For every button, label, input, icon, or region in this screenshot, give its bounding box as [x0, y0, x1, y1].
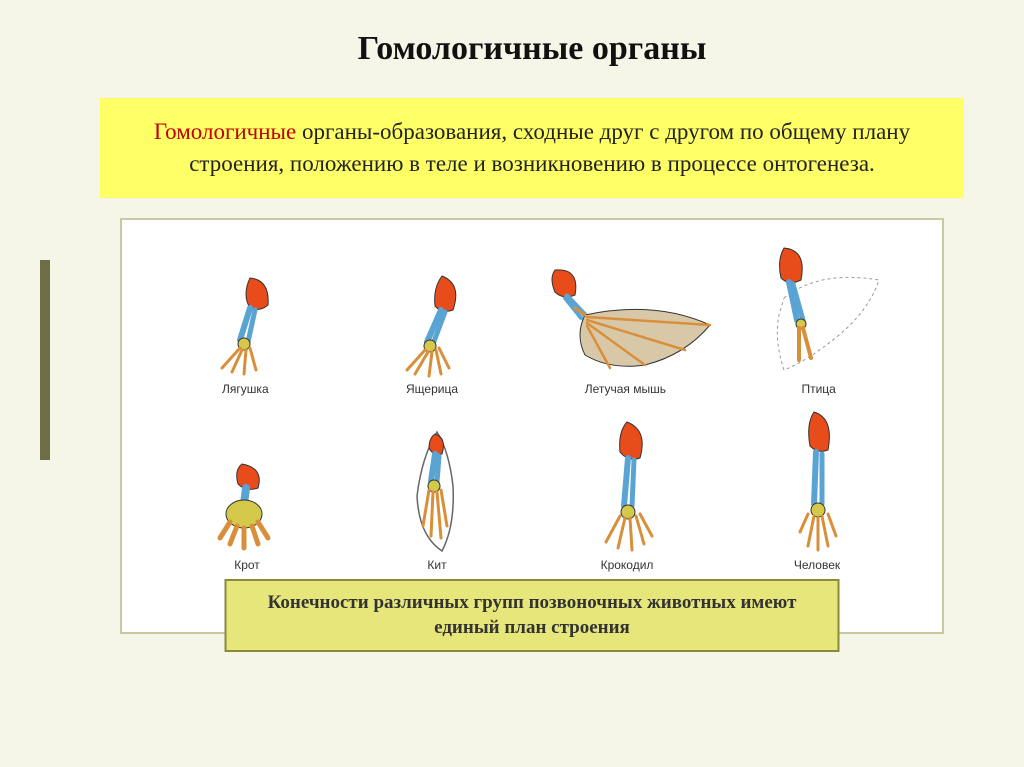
bat-limb: Летучая мышь — [525, 260, 725, 396]
limb-label: Птица — [801, 382, 835, 396]
bird-limb: Птица — [725, 240, 912, 396]
lizard-limb: Ящерица — [339, 270, 526, 396]
figure-frame: Лягушка Ящерица — [120, 218, 944, 634]
human-limb-icon — [772, 406, 862, 556]
limb-label: Кит — [427, 558, 446, 572]
limb-label: Крокодил — [601, 558, 654, 572]
limb-label: Крот — [234, 558, 260, 572]
slide-title: Гомологичные органы — [100, 30, 964, 68]
mole-limb: Крот — [152, 456, 342, 572]
slide: Гомологичные органы Гомологичные органы-… — [0, 0, 1024, 767]
limb-row-1: Лягушка Ящерица — [152, 240, 912, 396]
bat-limb-icon — [525, 260, 725, 380]
lizard-limb-icon — [387, 270, 477, 380]
figure-caption: Конечности различных групп позвоночных ж… — [225, 579, 840, 652]
limb-label: Летучая мышь — [585, 382, 666, 396]
human-limb: Человек — [722, 406, 912, 572]
limb-label: Ящерица — [406, 382, 458, 396]
whale-limb: Кит — [342, 426, 532, 572]
crocodile-limb: Крокодил — [532, 416, 722, 572]
limb-label: Лягушка — [222, 382, 269, 396]
side-accent-bar — [40, 260, 50, 460]
definition-highlight: Гомологичные — [154, 119, 296, 144]
crocodile-limb-icon — [582, 416, 672, 556]
mole-limb-icon — [202, 456, 292, 556]
frog-limb: Лягушка — [152, 270, 339, 396]
limb-row-2: Крот Кит — [152, 406, 912, 572]
bird-limb-icon — [749, 240, 889, 380]
definition-text: органы-образования, сходные друг с друго… — [189, 119, 910, 176]
whale-limb-icon — [387, 426, 487, 556]
definition-box: Гомологичные органы-образования, сходные… — [100, 98, 964, 198]
limb-label: Человек — [794, 558, 840, 572]
frog-limb-icon — [200, 270, 290, 380]
